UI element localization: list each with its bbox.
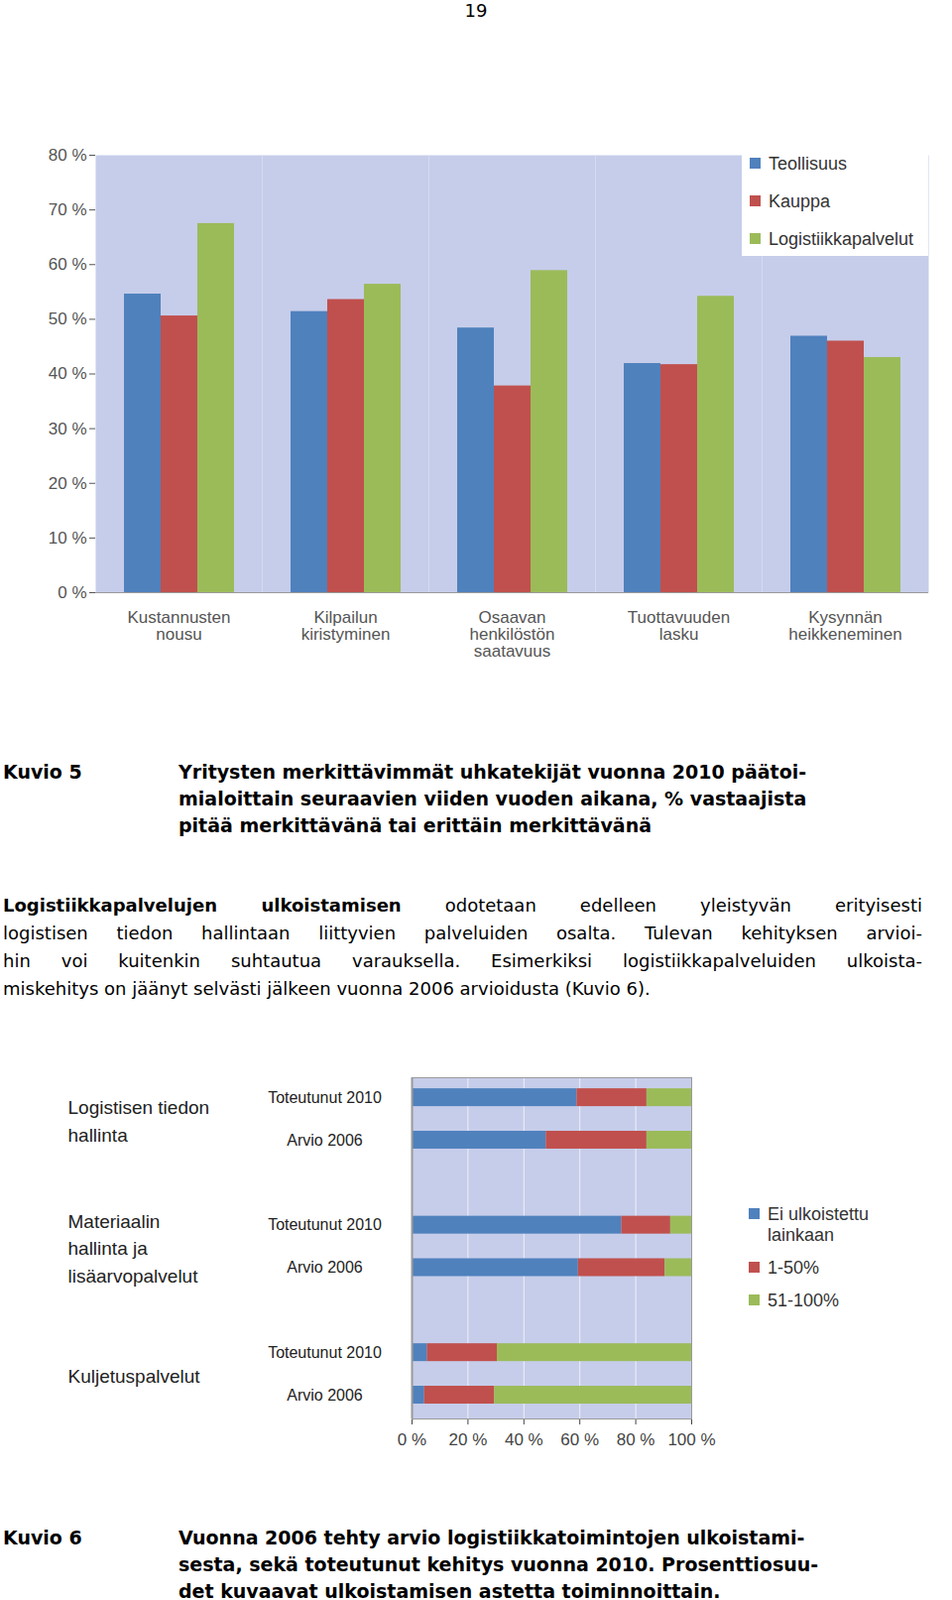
svg-text:80 %: 80 % xyxy=(616,1429,656,1449)
html-text:logistisen tiedon hallintaan l: logistisen tiedon hallintaan liittyvien … xyxy=(2,922,923,944)
html-text:Kauppa: Kauppa xyxy=(768,191,831,212)
html-text:Kuvio 5: Kuvio 5 xyxy=(2,760,83,783)
html-text:51-100%: 51-100% xyxy=(767,1290,840,1310)
svg-text:100 %: 100 % xyxy=(667,1429,715,1449)
svg-text:Kysynnänheikkeneminen: Kysynnänheikkeneminen xyxy=(788,607,902,644)
svg-text:Logistisen tiedonhallinta: Logistisen tiedonhallinta xyxy=(68,1096,211,1146)
svg-text:Toteutunut 2010: Toteutunut 2010 xyxy=(267,1088,382,1106)
svg-text:Osaavanhenkilöstönsaatavuus: Osaavanhenkilöstönsaatavuus xyxy=(469,607,555,661)
svg-text:10 %: 10 % xyxy=(48,528,88,548)
svg-text:40 %: 40 % xyxy=(504,1429,544,1449)
svg-text:Arvio 2006: Arvio 2006 xyxy=(286,1386,363,1404)
svg-text:Kilpailunkiristyminen: Kilpailunkiristyminen xyxy=(301,607,391,644)
svg-text:80 %: 80 % xyxy=(48,145,88,165)
html-text:Vuonna 2006 tehty arvio logist: Vuonna 2006 tehty arvio logistiikkatoimi… xyxy=(178,1526,805,1548)
svg-text:60 %: 60 % xyxy=(48,254,88,274)
svg-text:70 %: 70 % xyxy=(48,200,88,220)
svg-text:30 %: 30 % xyxy=(48,419,88,439)
svg-text:20 %: 20 % xyxy=(48,474,88,493)
svg-text:Materiaalinhallinta jalisäarvo: Materiaalinhallinta jalisäarvopalvelut xyxy=(68,1210,200,1287)
html-text:19: 19 xyxy=(464,0,488,21)
svg-text:0 %: 0 % xyxy=(397,1429,427,1449)
html-text:Logistiikkapalvelut: Logistiikkapalvelut xyxy=(768,229,914,249)
svg-text:Kustannustennousu: Kustannustennousu xyxy=(127,607,232,644)
svg-text:20 %: 20 % xyxy=(449,1429,488,1449)
svg-text:Toteutunut 2010: Toteutunut 2010 xyxy=(267,1343,382,1361)
html-text:pitää merkittävänä tai erittäi: pitää merkittävänä tai erittäin merkittä… xyxy=(178,814,652,836)
html-text:hin voi kuitenkin suhtautua va: hin voi kuitenkin suhtautua varauksella.… xyxy=(2,950,923,971)
svg-text:Toteutunut 2010: Toteutunut 2010 xyxy=(267,1215,382,1233)
svg-text:60 %: 60 % xyxy=(560,1429,599,1449)
html-text:mialoittain seuraavien viiden: mialoittain seuraavien viiden vuoden aik… xyxy=(178,787,807,810)
html-text:Yritysten merkittävimmät uhkat: Yritysten merkittävimmät uhkatekijät vuo… xyxy=(178,760,807,783)
html-text:miskehitys on jäänyt selvästi: miskehitys on jäänyt selvästi jälkeen vu… xyxy=(2,977,651,999)
html-text:Kuvio 6: Kuvio 6 xyxy=(2,1526,83,1548)
svg-text:Tuottavuudenlasku: Tuottavuudenlasku xyxy=(627,607,730,644)
svg-text:40 %: 40 % xyxy=(48,363,88,383)
html-text:Logistiikkapalvelujen ulkoista: Logistiikkapalvelujen ulkoistamisen odot… xyxy=(2,894,923,916)
svg-text:0 %: 0 % xyxy=(57,583,87,602)
html-text:1-50%: 1-50% xyxy=(767,1257,820,1278)
html-text:Teollisuus: Teollisuus xyxy=(768,153,847,174)
svg-text:Arvio 2006: Arvio 2006 xyxy=(286,1131,363,1149)
svg-text:Kuljetuspalvelut: Kuljetuspalvelut xyxy=(68,1365,202,1387)
svg-text:50 %: 50 % xyxy=(48,309,88,329)
html-text:sesta, sekä toteutunut kehitys: sesta, sekä toteutunut kehitys vuonna 20… xyxy=(178,1552,819,1575)
svg-text:Arvio 2006: Arvio 2006 xyxy=(286,1258,363,1276)
html-text:Ei ulkoistettu lainkaan: Ei ulkoistettu lainkaan xyxy=(767,1203,869,1245)
